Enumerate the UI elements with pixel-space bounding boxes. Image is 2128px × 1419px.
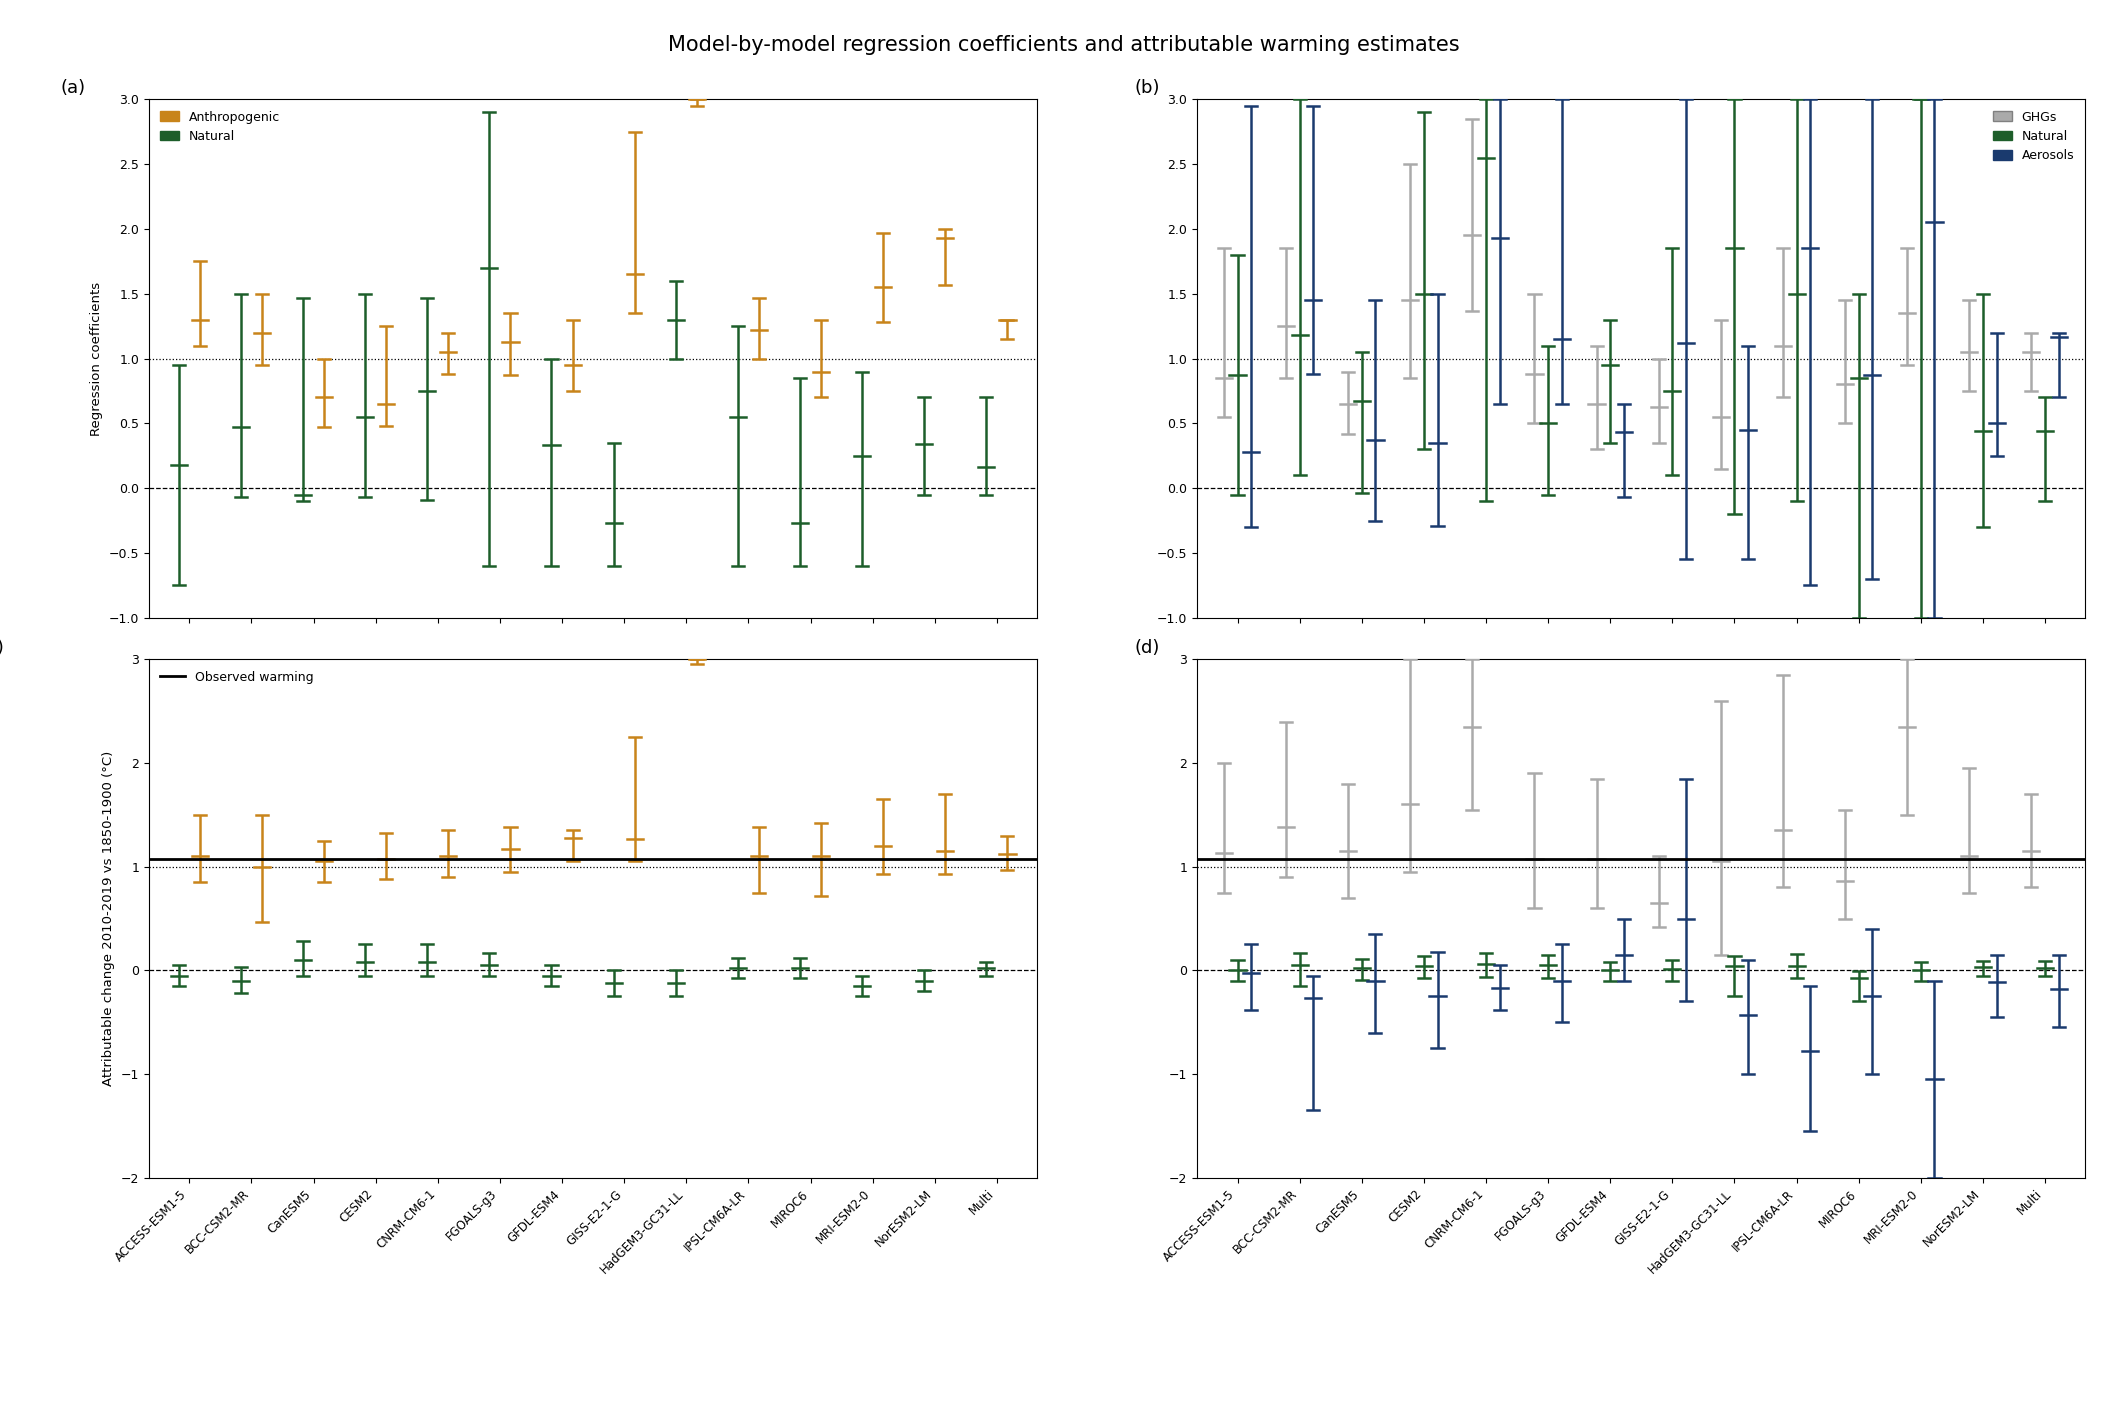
Y-axis label: Attributable change 2010-2019 vs 1850-1900 (°C): Attributable change 2010-2019 vs 1850-19… xyxy=(102,751,115,1086)
Legend: Observed warming: Observed warming xyxy=(155,666,319,688)
Legend: GHGs, Natural, Aerosols: GHGs, Natural, Aerosols xyxy=(1988,105,2079,167)
Text: (c): (c) xyxy=(0,639,4,657)
Text: (b): (b) xyxy=(1134,78,1160,96)
Legend: Anthropogenic, Natural: Anthropogenic, Natural xyxy=(155,105,285,148)
Text: Model-by-model regression coefficients and attributable warming estimates: Model-by-model regression coefficients a… xyxy=(668,35,1460,55)
Text: (a): (a) xyxy=(60,78,85,96)
Y-axis label: Regression coefficients: Regression coefficients xyxy=(89,281,102,436)
Text: (d): (d) xyxy=(1134,639,1160,657)
